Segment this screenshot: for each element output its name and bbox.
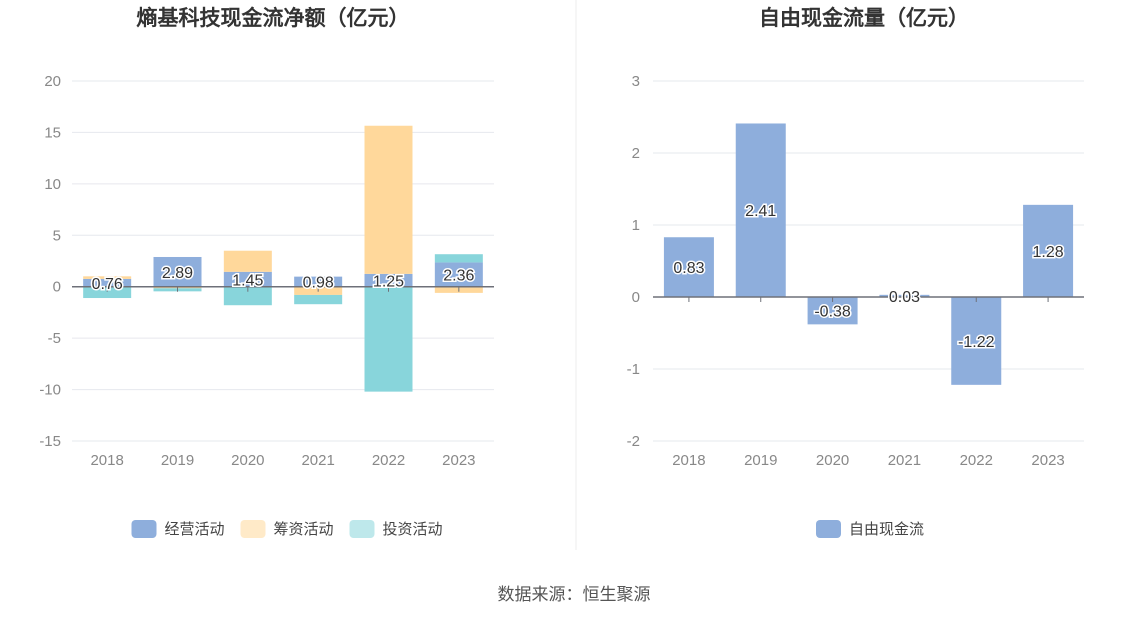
chart2-data-label: -1.22	[958, 334, 995, 351]
chart1-legend-label: 经营活动	[165, 520, 225, 538]
chart2-data-label: 0.03	[889, 289, 920, 306]
chart2-x-tick-label: 2022	[960, 452, 993, 469]
chart1-y-tick-label: 15	[44, 124, 61, 141]
chart1-bar-1	[294, 276, 343, 287]
chart1-data-label: 0.98	[303, 275, 334, 292]
chart2-data-label: 2.41	[745, 203, 776, 220]
chart1-y-tick-label: -10	[39, 382, 61, 399]
chart1-y-tick-label: -5	[48, 330, 61, 347]
chart1-legend-swatch	[240, 520, 266, 538]
chart1-data-label: 0.76	[92, 276, 123, 293]
chart1-x-tick-label: 2023	[442, 452, 475, 469]
chart2-y-tick-label: 1	[632, 217, 640, 234]
chart1-bar-1	[83, 278, 132, 287]
chart2-x-tick-label: 2021	[888, 452, 921, 469]
chart1-bar-2	[83, 276, 132, 279]
chart1-data-label: 2.89	[162, 265, 193, 282]
chart1-bar-2	[223, 250, 272, 272]
chart1-x-tick-label: 2018	[90, 452, 123, 469]
chart1-x-tick-label: 2020	[231, 452, 264, 469]
chart1-data-label: 2.36	[443, 268, 474, 285]
chart1-bar-3	[434, 254, 483, 263]
chart1-bar-3	[223, 286, 272, 306]
chart2-data-label: 0.83	[673, 260, 704, 277]
chart1-bar-1	[364, 273, 413, 287]
chart1-x-tick-label: 2019	[161, 452, 194, 469]
chart1-data-label: 1.45	[232, 272, 263, 289]
chart1-data-label: 1.25	[373, 273, 404, 290]
chart2-y-tick-label: 0	[632, 289, 640, 306]
chart2-x-tick-label: 2019	[744, 452, 777, 469]
chart2-x-tick-label: 2020	[816, 452, 849, 469]
chart2-y-tick-label: -2	[627, 433, 640, 450]
chart1-x-tick-label: 2021	[301, 452, 334, 469]
chart1-bar-1	[223, 271, 272, 287]
chart2-legend-label: 自由现金流	[849, 520, 924, 538]
chart1-y-tick-label: 10	[44, 176, 61, 193]
chart1-bar-3	[294, 294, 343, 305]
chart1-legend-label: 筹资活动	[274, 520, 334, 538]
chart2-y-tick-label: 2	[632, 145, 640, 162]
chart1-title: 熵基科技现金流净额（亿元）	[136, 6, 410, 30]
chart2-bar	[735, 123, 786, 297]
chart1-legend-swatch	[131, 520, 157, 538]
chart1-y-tick-label: -15	[39, 433, 61, 450]
chart1-y-tick-label: 20	[44, 73, 61, 90]
chart2-bar	[951, 297, 1002, 385]
chart2-y-tick-label: 3	[632, 73, 640, 90]
data-source: 数据来源：恒生聚源	[497, 585, 651, 605]
chart2-bar	[663, 237, 714, 297]
chart2-title: 自由现金流量（亿元）	[759, 6, 969, 30]
chart2-x-tick-label: 2018	[672, 452, 705, 469]
chart1-y-tick-label: 5	[53, 227, 61, 244]
chart1-x-tick-label: 2022	[372, 452, 405, 469]
chart2-bar	[879, 294, 930, 297]
chart2-x-tick-label: 2023	[1031, 452, 1064, 469]
chart1-legend-label: 投资活动	[383, 520, 443, 538]
chart1-bar-1	[434, 262, 483, 287]
chart1-y-tick-label: 0	[53, 279, 61, 296]
chart2-data-label: -0.38	[814, 304, 851, 321]
chart1-bar-1	[153, 256, 202, 287]
chart2-y-tick-label: -1	[627, 361, 640, 378]
chart2-data-label: 1.28	[1033, 244, 1064, 261]
chart1-bar-3	[364, 286, 413, 392]
chart2-bar	[1023, 204, 1074, 297]
chart1-bar-3	[83, 286, 132, 299]
chart1-legend-swatch	[349, 520, 375, 538]
chart1-bar-2	[364, 125, 413, 274]
chart2-legend-swatch	[816, 520, 841, 538]
